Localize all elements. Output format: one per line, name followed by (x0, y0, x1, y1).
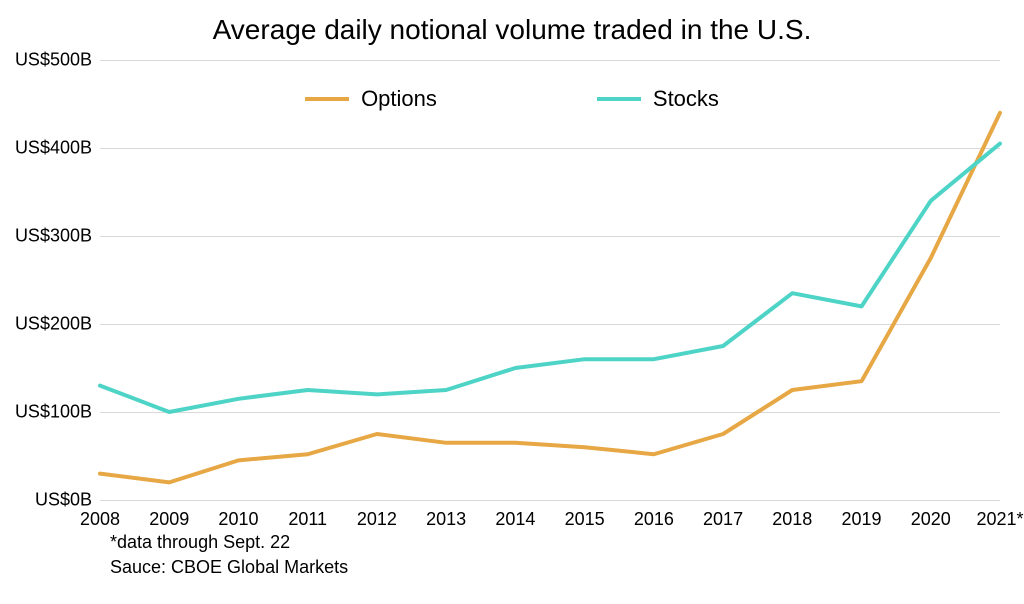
x-tick-label: 2010 (218, 509, 258, 530)
x-tick-label: 2021* (976, 509, 1023, 530)
x-tick-label: 2020 (911, 509, 951, 530)
x-tick-label: 2011 (288, 509, 327, 530)
footnote-line-1: *data through Sept. 22 (110, 530, 348, 555)
x-tick-label: 2012 (357, 509, 397, 530)
chart-title: Average daily notional volume traded in … (0, 14, 1024, 46)
x-tick-label: 2015 (565, 509, 605, 530)
x-tick-label: 2014 (495, 509, 535, 530)
x-tick-label: 2013 (426, 509, 466, 530)
plot-area: US$0BUS$100BUS$200BUS$300BUS$400BUS$500B… (100, 60, 1000, 500)
x-tick-label: 2017 (703, 509, 743, 530)
x-tick-label: 2016 (634, 509, 674, 530)
x-tick-label: 2019 (842, 509, 882, 530)
x-tick-label: 2018 (772, 509, 812, 530)
line-svg (100, 60, 1000, 500)
y-tick-label: US$400B (8, 138, 92, 159)
gridline (100, 500, 1000, 501)
chart-container: Average daily notional volume traded in … (0, 0, 1024, 604)
y-tick-label: US$100B (8, 402, 92, 423)
y-tick-label: US$300B (8, 226, 92, 247)
y-tick-label: US$500B (8, 50, 92, 71)
chart-footnote: *data through Sept. 22 Sauce: CBOE Globa… (110, 530, 348, 580)
y-tick-label: US$0B (8, 490, 92, 511)
footnote-line-2: Sauce: CBOE Global Markets (110, 555, 348, 580)
x-tick-label: 2009 (149, 509, 189, 530)
y-tick-label: US$200B (8, 314, 92, 335)
x-tick-label: 2008 (80, 509, 120, 530)
